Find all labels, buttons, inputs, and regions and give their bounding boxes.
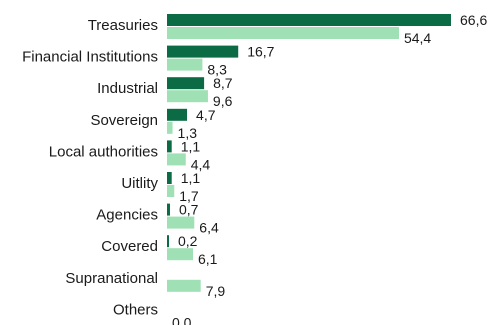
bar-uitlity-s1 <box>167 172 172 184</box>
value-label-local-authorities-s2: 4,4 <box>191 156 211 172</box>
category-label-industrial: Industrial <box>97 80 158 97</box>
category-label-local-authorities: Local authorities <box>49 143 158 160</box>
value-label-sovereign-s1: 4,7 <box>196 107 216 123</box>
value-label-supranational-s2: 7,9 <box>206 283 226 299</box>
category-label-supranational: Supranational <box>65 270 158 287</box>
value-label-agencies-s1: 0,7 <box>179 202 199 218</box>
bar-uitlity-s2 <box>167 185 175 197</box>
category-label-uitlity: Uitlity <box>121 175 158 192</box>
category-label-agencies: Agencies <box>96 207 158 224</box>
value-label-treasuries-s2: 54,4 <box>404 30 431 46</box>
category-label-sovereign: Sovereign <box>90 112 158 129</box>
value-label-uitlity-s1: 1,1 <box>181 170 201 186</box>
bar-industrial-s2 <box>167 90 208 103</box>
category-label-others: Others <box>113 301 158 318</box>
bar-financial-institutions-s1 <box>167 45 239 58</box>
value-label-uitlity-s2: 1,7 <box>179 188 199 204</box>
chart-marks: Treasuries 66,6 54,4 Financial Institutions… <box>22 12 487 325</box>
bar-industrial-s1 <box>167 77 205 90</box>
bar-treasuries-s2 <box>167 27 399 39</box>
value-label-sovereign-s2: 1,3 <box>178 125 198 141</box>
bar-supranational-s2 <box>167 279 201 292</box>
bar-covered-s1 <box>167 235 169 248</box>
value-label-agencies-s2: 6,4 <box>199 220 219 236</box>
value-label-others-s2: 0,0 <box>172 314 192 325</box>
bar-agencies-s1 <box>167 203 170 216</box>
bar-local-authorities-s2 <box>167 153 186 166</box>
bar-financial-institutions-s2 <box>167 58 203 71</box>
bar-sovereign-s2 <box>167 121 173 134</box>
bar-covered-s2 <box>167 248 194 261</box>
value-label-covered-s2: 6,1 <box>198 251 218 267</box>
bar-sovereign-s1 <box>167 108 188 121</box>
bar-treasuries-s1 <box>167 14 451 26</box>
value-label-financial-institutions-s1: 16,7 <box>247 44 274 60</box>
value-label-local-authorities-s1: 1,1 <box>181 138 201 154</box>
bar-local-authorities-s1 <box>167 140 172 153</box>
bar-agencies-s2 <box>167 216 195 229</box>
value-label-treasuries-s1: 66,6 <box>460 12 487 28</box>
category-label-treasuries: Treasuries <box>88 17 158 34</box>
category-label-covered: Covered <box>101 238 158 255</box>
value-label-industrial-s1: 8,7 <box>213 75 233 91</box>
category-label-financial-institutions: Financial Institutions <box>22 49 158 66</box>
value-label-financial-institutions-s2: 8,3 <box>207 62 227 78</box>
value-label-covered-s1: 0,2 <box>178 233 198 249</box>
value-label-industrial-s2: 9,6 <box>213 93 233 109</box>
